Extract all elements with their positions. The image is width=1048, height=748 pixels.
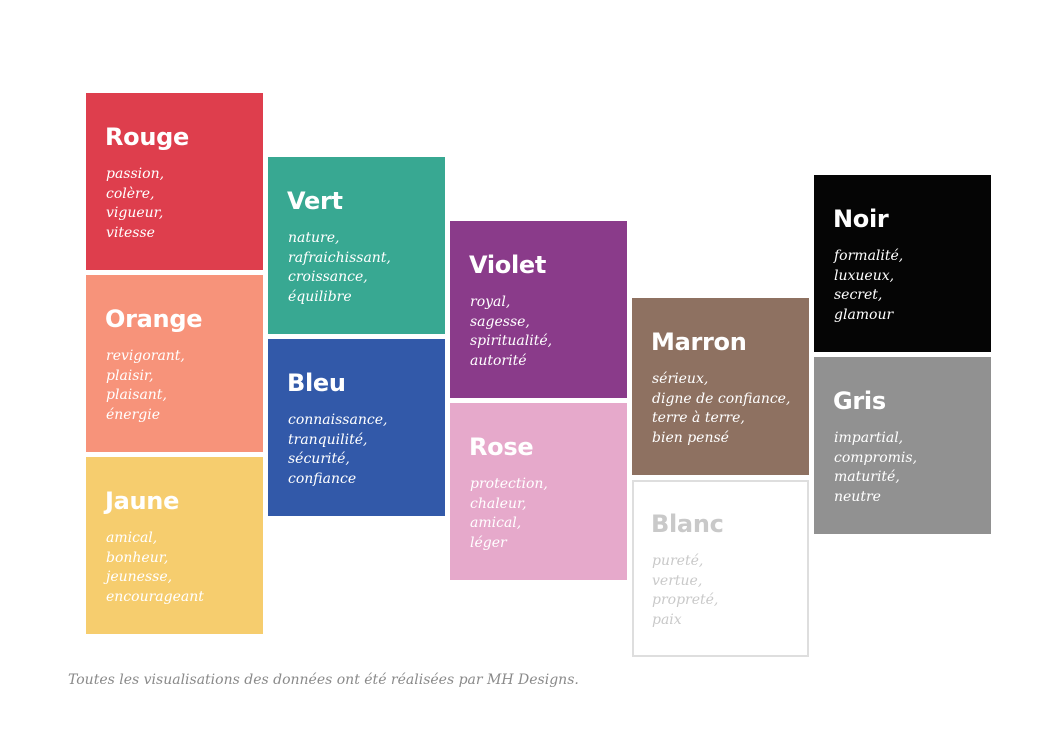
color-meanings-vert: nature, rafraichissant, croissance, équilib… [288,229,391,307]
color-tile-gris: Gris impartial, compromis, maturité, neutre [814,357,991,534]
meaning-word: maturité, [834,469,900,485]
meaning-word: protection, [470,476,548,492]
meaning-word: digne de confiance, [652,390,791,407]
color-meanings-marron: sérieux, digne de confiance, terre à terre… [652,370,790,448]
meaning-word: plaisir, [106,367,154,384]
meaning-word: rafraichissant, [288,249,391,266]
color-meanings-orange: revigorant, plaisir, plaisant, énergie [106,347,185,425]
meaning-word: terre à terre, [652,410,745,426]
meaning-word: impartial, [834,430,904,446]
meaning-word: sérieux, [652,371,709,387]
meaning-word: colère, [106,185,155,202]
meaning-word: glamour [834,306,894,323]
color-tile-blanc: Blanc pureté, vertue, propreté, paix [632,480,809,657]
meaning-word: tranquilité, [288,431,368,448]
meaning-word: amical, [106,530,158,546]
color-name-rose: Rose [469,433,534,461]
meaning-word: vitesse [106,224,155,241]
meaning-word: bonheur, [106,549,169,566]
meaning-word: vertue, [652,572,703,589]
meaning-word: chaleur, [470,495,527,512]
meaning-word: confiance [288,470,357,487]
color-meanings-rouge: passion, colère, vigueur, vitesse [106,165,164,243]
meaning-word: jeunesse, [106,569,173,585]
meaning-word: pureté, [652,553,704,569]
color-meanings-noir: formalité, luxueux, secret, glamour [834,247,903,325]
meaning-word: revigorant, [106,348,185,364]
color-meanings-bleu: connaissance, tranquilité, sécurité, confia… [288,411,387,489]
color-tile-bleu: Bleu connaissance, tranquilité, sécurité, co… [268,339,445,516]
meaning-word: léger [470,534,507,551]
meaning-word: équilibre [288,288,352,305]
meaning-word: sagesse, [470,313,530,330]
color-name-bleu: Bleu [287,369,346,397]
color-name-orange: Orange [105,305,203,333]
color-tile-orange: Orange revigorant, plaisir, plaisant, énergi… [86,275,263,452]
meaning-word: secret, [834,287,883,303]
color-meanings-blanc: pureté, vertue, propreté, paix [652,552,718,630]
meaning-word: passion, [106,166,165,182]
meaning-word: vigueur, [106,205,164,221]
color-meanings-violet: royal, sagesse, spiritualité, autorité [470,293,552,371]
color-tile-violet: Violet royal, sagesse, spiritualité, autorit… [450,221,627,398]
meaning-word: sécurité, [288,451,350,467]
color-name-violet: Violet [469,251,547,279]
caption: Toutes les visualisations des données on… [68,672,579,688]
color-tile-jaune: Jaune amical, bonheur, jeunesse, encouragean… [86,457,263,634]
color-name-gris: Gris [833,387,886,415]
color-tile-rouge: Rouge passion, colère, vigueur, vitesse [86,93,263,270]
meaning-word: luxueux, [834,267,895,284]
meaning-word: royal, [470,294,511,310]
color-name-noir: Noir [833,205,889,233]
color-tile-marron: Marron sérieux, digne de confiance, terre à… [632,298,809,475]
meaning-word: plaisant, [106,387,167,403]
meaning-word: formalité, [834,248,904,264]
meaning-word: encourageant [106,588,204,605]
color-name-rouge: Rouge [105,123,190,151]
meaning-word: connaissance, [288,412,388,428]
color-name-jaune: Jaune [105,487,180,515]
color-tile-vert: Vert nature, rafraichissant, croissance, équ… [268,157,445,334]
color-meanings-jaune: amical, bonheur, jeunesse, encourageant [106,529,204,607]
meaning-word: énergie [106,406,161,423]
color-meanings-gris: impartial, compromis, maturité, neutre [834,429,917,507]
meaning-word: bien pensé [652,429,729,446]
color-name-blanc: Blanc [651,510,724,538]
meaning-word: propreté, [652,592,719,608]
color-name-marron: Marron [651,328,747,356]
meaning-word: paix [652,611,682,628]
meaning-word: autorité [470,352,527,369]
meaning-word: compromis, [834,449,918,466]
color-tile-noir: Noir formalité, luxueux, secret, glamour [814,175,991,352]
meaning-word: amical, [470,515,522,531]
meaning-word: neutre [834,488,881,505]
meaning-word: nature, [288,230,340,246]
meaning-word: croissance, [288,269,368,285]
color-tile-rose: Rose protection, chaleur, amical, léger [450,403,627,580]
color-name-vert: Vert [287,187,343,215]
meaning-word: spiritualité, [470,333,553,349]
color-meanings-rose: protection, chaleur, amical, léger [470,475,548,553]
